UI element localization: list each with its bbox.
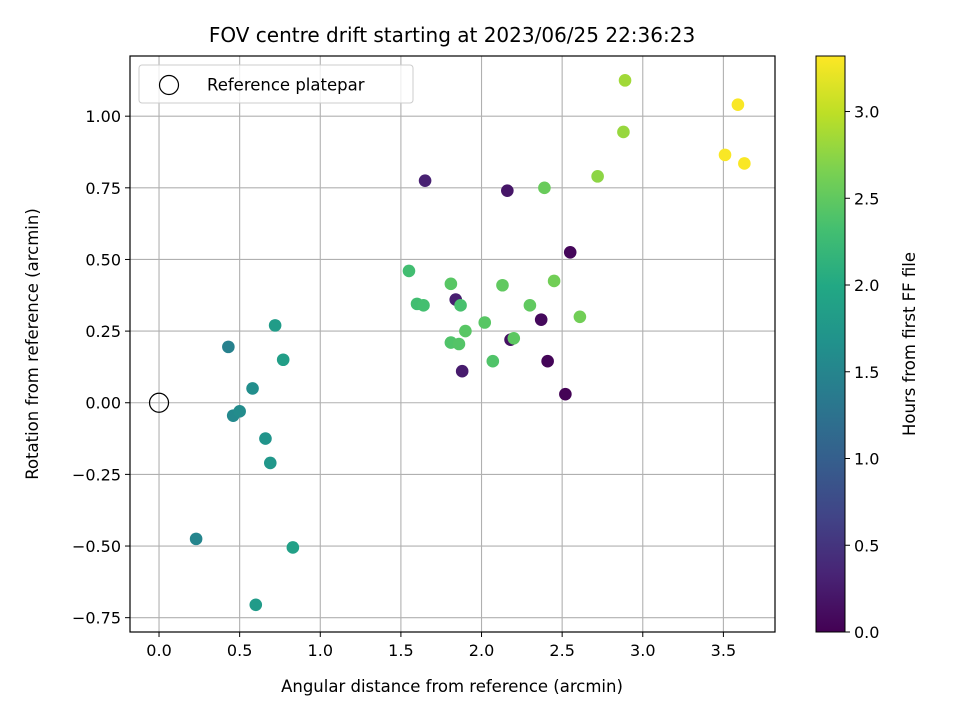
colorbar-tick-label: 0.0 [854,623,879,642]
data-point [454,299,467,312]
data-point [246,382,259,395]
colorbar-tick-label: 0.5 [854,536,879,555]
x-tick-label: 1.5 [388,641,413,660]
colorbar-ticks: 0.0 0.5 1.0 1.5 2.0 2.5 3.0 [845,103,879,642]
legend-label: Reference platepar [207,76,365,95]
data-point [501,184,514,197]
data-point [618,74,632,87]
data-point [418,174,432,187]
y-tick-label: 0.75 [85,179,121,198]
legend-marker-icon [158,74,180,96]
data-point [563,245,577,259]
data-points [189,74,751,612]
colorbar-label: Hours from first FF file [900,252,919,436]
data-point [486,354,500,368]
reference-platepar-marker [148,392,170,413]
data-point [249,598,263,612]
data-point [507,331,521,345]
x-tick-label: 2.0 [469,641,494,660]
colorbar [815,55,846,633]
y-tick-label: 0.00 [85,394,121,413]
legend-box [138,64,414,104]
data-point [444,277,458,291]
plot-frame [129,55,776,633]
x-axis-ticks: 0.0 0.5 1.0 1.5 2.0 2.5 3.0 3.5 [146,632,736,660]
data-point [452,337,466,351]
data-point [538,181,551,195]
data-point [731,98,745,112]
colorbar-tick-label: 2.5 [854,189,879,208]
colorbar-tick-label: 1.5 [854,363,879,382]
y-tick-label: −0.75 [72,609,121,628]
y-axis-ticks: −0.75 −0.50 −0.25 0.00 0.25 0.50 0.75 1.00 [72,107,130,628]
colorbar-tick-label: 3.0 [854,103,879,122]
data-point [534,313,548,326]
data-point [459,324,472,338]
data-point [559,387,572,401]
grid-lines [130,56,775,632]
data-point [496,278,509,292]
colorbar-tick-label: 1.0 [854,450,879,469]
data-point [233,405,246,418]
y-tick-label: 0.25 [85,322,121,341]
data-point [573,310,587,324]
data-point [738,157,751,170]
reference-marker-group [148,392,170,413]
data-point [478,316,492,329]
data-point [402,264,416,278]
data-point [617,125,630,139]
y-tick-label: −0.25 [72,465,121,484]
data-point [718,148,732,162]
data-point [591,170,604,183]
x-tick-label: 2.5 [549,641,574,660]
data-point [523,299,537,312]
chart-title: FOV centre drift starting at 2023/06/25 … [209,23,695,47]
data-point [222,340,235,354]
data-point [189,532,203,546]
data-point [276,353,290,367]
x-tick-label: 0.5 [227,641,252,660]
x-tick-label: 3.0 [630,641,655,660]
y-axis-label: Rotation from reference (arcmin) [23,208,42,480]
y-tick-label: −0.50 [72,537,121,556]
x-tick-label: 1.0 [308,641,333,660]
colorbar-tick-label: 2.0 [854,276,879,295]
x-axis-label: Angular distance from reference (arcmin) [281,677,623,696]
data-point [455,364,469,378]
data-point [268,319,282,332]
y-tick-label: 1.00 [85,107,121,126]
y-tick-label: 0.50 [85,250,121,269]
data-point [547,274,561,288]
x-tick-label: 3.5 [711,641,736,660]
legend: Reference platepar [138,64,414,104]
x-tick-label: 0.0 [146,641,171,660]
data-point [541,354,554,368]
data-point [259,432,272,445]
data-point [263,456,277,470]
data-point [286,541,300,554]
data-point [417,299,430,312]
